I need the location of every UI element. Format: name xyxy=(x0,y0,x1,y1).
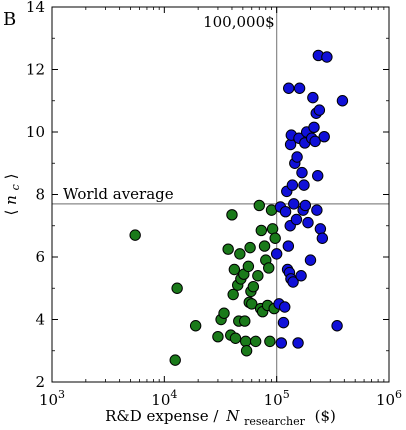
data-points xyxy=(129,49,349,366)
data-point xyxy=(308,121,320,134)
reference-lines: 100,000$ World average xyxy=(52,7,389,382)
y-axis-label-right: ⟩ xyxy=(2,174,20,180)
data-point xyxy=(252,270,264,282)
data-point xyxy=(240,345,253,357)
y-tick-label: 14 xyxy=(26,0,45,16)
data-point xyxy=(286,179,299,191)
data-point xyxy=(270,248,283,260)
data-point xyxy=(239,315,251,327)
data-point xyxy=(227,288,239,301)
data-point xyxy=(222,243,234,255)
y-axis-label-left: ⟨ xyxy=(2,210,20,216)
data-point xyxy=(229,332,242,344)
data-point xyxy=(321,51,333,63)
data-point xyxy=(277,316,290,329)
data-point xyxy=(226,209,238,221)
x-tick-label: 103 xyxy=(39,388,65,409)
y-tick-label: 2 xyxy=(35,373,45,391)
x-axis-ticks: 103 104 105 106 xyxy=(39,7,402,409)
data-point xyxy=(264,335,276,348)
data-point xyxy=(312,170,324,182)
data-point xyxy=(316,232,329,244)
data-point xyxy=(298,179,310,191)
data-point xyxy=(269,232,281,244)
data-point xyxy=(171,282,183,294)
data-point xyxy=(304,254,317,266)
world-average-label: World average xyxy=(63,185,174,203)
data-point xyxy=(189,320,202,332)
data-point xyxy=(313,104,326,116)
threshold-label: 100,000$ xyxy=(203,13,275,31)
data-point xyxy=(212,330,224,343)
data-point xyxy=(282,240,295,252)
panel-label: B xyxy=(3,9,16,30)
data-point xyxy=(279,205,292,218)
x-axis-label-main: R&D expense / xyxy=(105,407,219,425)
data-point xyxy=(283,82,295,94)
data-point xyxy=(331,320,343,332)
data-point xyxy=(249,335,262,348)
data-point xyxy=(307,91,319,104)
data-point xyxy=(318,130,330,143)
data-point xyxy=(228,263,241,276)
y-axis-label-subscript: c xyxy=(9,184,22,190)
y-tick-label: 4 xyxy=(35,311,45,329)
y-tick-label: 12 xyxy=(26,61,45,79)
data-point xyxy=(244,241,256,254)
y-axis-ticks: 2 4 6 8 10 12 14 xyxy=(26,0,389,391)
data-point xyxy=(218,307,230,319)
data-point xyxy=(311,204,323,216)
data-point xyxy=(255,224,268,237)
data-point xyxy=(309,135,321,148)
x-axis-label: R&D expense / N researcher ($) xyxy=(105,407,336,429)
y-tick-label: 6 xyxy=(35,248,45,266)
data-point xyxy=(287,276,299,288)
data-point xyxy=(336,95,349,107)
data-point xyxy=(291,151,303,163)
data-point xyxy=(247,280,260,293)
x-tick-label: 106 xyxy=(376,388,402,409)
data-point xyxy=(299,199,312,212)
data-point xyxy=(169,354,181,366)
data-point xyxy=(129,229,141,241)
x-axis-label-unit: ($) xyxy=(315,407,336,425)
data-point xyxy=(263,262,275,274)
data-point xyxy=(293,82,306,94)
data-point xyxy=(295,270,307,282)
data-point xyxy=(253,199,265,212)
data-point xyxy=(266,223,279,235)
data-point xyxy=(275,337,288,349)
x-tick-label: 105 xyxy=(264,388,290,409)
data-point xyxy=(279,301,291,313)
data-point xyxy=(302,216,314,229)
data-point xyxy=(292,337,304,349)
y-tick-label: 8 xyxy=(35,186,45,204)
data-point xyxy=(246,298,258,310)
data-point xyxy=(239,335,252,348)
data-point xyxy=(290,213,303,226)
data-point xyxy=(258,240,271,252)
data-point xyxy=(234,248,246,260)
y-axis-label: ⟨ n c ⟩ xyxy=(2,174,23,216)
data-point xyxy=(296,166,308,179)
x-tick-label: 104 xyxy=(151,388,177,409)
data-point xyxy=(314,223,327,235)
x-axis-label-subscript: researcher xyxy=(244,415,305,428)
data-point xyxy=(288,198,300,210)
x-axis-label-italic: N xyxy=(225,407,240,425)
y-axis-label-italic: n xyxy=(2,195,20,205)
y-tick-label: 10 xyxy=(26,123,45,141)
data-point xyxy=(242,260,255,273)
